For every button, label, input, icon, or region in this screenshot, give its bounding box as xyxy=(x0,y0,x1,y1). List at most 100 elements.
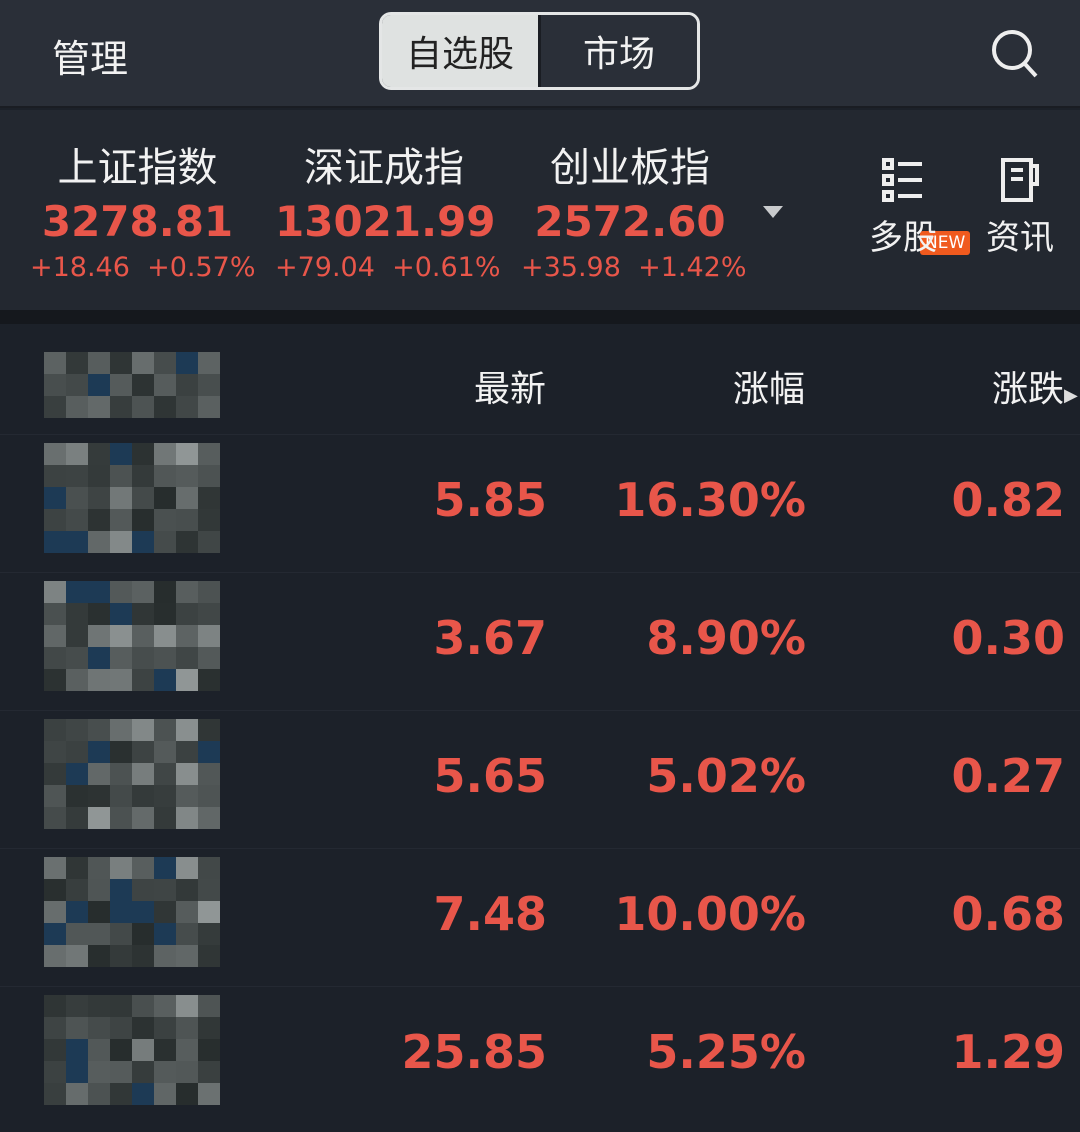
mosaic-cell xyxy=(66,465,88,487)
index-szse[interactable]: 深证成指 13021.99 +79.04 +0.61% xyxy=(275,135,501,283)
mosaic-cell xyxy=(132,487,154,509)
mosaic-cell xyxy=(88,669,110,691)
manage-button[interactable]: 管理 xyxy=(52,37,129,81)
mosaic-cell xyxy=(44,465,66,487)
tool-label: 资讯 xyxy=(986,218,1054,258)
mosaic-cell xyxy=(110,669,132,691)
mosaic-cell xyxy=(154,901,176,923)
mosaic-cell xyxy=(198,945,220,967)
mosaic-cell xyxy=(44,443,66,465)
change-pct: 16.30% xyxy=(614,473,806,527)
mosaic-cell xyxy=(176,374,198,396)
mosaic-cell xyxy=(132,945,154,967)
mosaic-cell xyxy=(88,785,110,807)
mosaic-cell xyxy=(176,647,198,669)
latest-price: 7.48 xyxy=(433,887,548,941)
change-amount: 0.30 xyxy=(951,611,1066,665)
mosaic-cell xyxy=(110,945,132,967)
change-amount: 0.27 xyxy=(951,749,1066,803)
mosaic-cell xyxy=(110,352,132,374)
mosaic-cell xyxy=(110,531,132,553)
mosaic-cell xyxy=(132,603,154,625)
mosaic-cell xyxy=(154,465,176,487)
mosaic-cell xyxy=(88,465,110,487)
mosaic-cell xyxy=(88,741,110,763)
mosaic-cell xyxy=(198,669,220,691)
mosaic-cell xyxy=(132,1061,154,1083)
mosaic-cell xyxy=(44,995,66,1017)
stock-row[interactable]: 3.67 8.90% 0.30 xyxy=(0,572,1080,710)
mosaic-cell xyxy=(88,625,110,647)
mosaic-cell xyxy=(88,603,110,625)
mosaic-cell xyxy=(88,807,110,829)
mosaic-cell xyxy=(44,647,66,669)
mosaic-cell xyxy=(44,763,66,785)
mosaic-cell xyxy=(154,1039,176,1061)
mosaic-cell xyxy=(44,785,66,807)
index-value: 13021.99 xyxy=(275,197,496,246)
pixelated-stock-name xyxy=(44,857,220,967)
search-icon[interactable] xyxy=(990,28,1040,80)
change-amount: 0.68 xyxy=(951,887,1066,941)
mosaic-cell xyxy=(132,879,154,901)
mosaic-cell xyxy=(176,857,198,879)
mosaic-cell xyxy=(88,763,110,785)
mosaic-cell xyxy=(176,443,198,465)
divider xyxy=(0,310,1080,324)
stock-row[interactable]: 25.85 5.25% 1.29 xyxy=(0,986,1080,1124)
mosaic-cell xyxy=(132,857,154,879)
mosaic-cell xyxy=(88,1039,110,1061)
column-change-pct[interactable]: 涨幅 xyxy=(733,369,806,410)
mosaic-cell xyxy=(198,625,220,647)
mosaic-cell xyxy=(198,531,220,553)
mosaic-cell xyxy=(66,1039,88,1061)
mosaic-cell xyxy=(66,509,88,531)
stock-row[interactable]: 5.65 5.02% 0.27 xyxy=(0,710,1080,848)
index-change: +18.46 +0.57% xyxy=(30,252,256,283)
mosaic-cell xyxy=(66,741,88,763)
mosaic-cell xyxy=(110,374,132,396)
index-chinext[interactable]: 创业板指 2572.60 +35.98 +1.42% xyxy=(521,135,747,283)
mosaic-cell xyxy=(154,1083,176,1105)
mosaic-cell xyxy=(154,509,176,531)
mosaic-cell xyxy=(110,923,132,945)
mosaic-cell xyxy=(88,487,110,509)
expand-indices-icon[interactable] xyxy=(763,206,783,218)
stock-row[interactable]: 7.48 10.00% 0.68 xyxy=(0,848,1080,986)
mosaic-cell xyxy=(44,1083,66,1105)
mosaic-cell xyxy=(176,396,198,418)
tab-watchlist[interactable]: 自选股 xyxy=(382,15,538,87)
mosaic-cell xyxy=(132,581,154,603)
column-latest[interactable]: 最新 xyxy=(474,369,547,410)
mosaic-cell xyxy=(110,487,132,509)
mosaic-cell xyxy=(110,581,132,603)
mosaic-cell xyxy=(132,625,154,647)
index-bar: 上证指数 3278.81 +18.46 +0.57% 深证成指 13021.99… xyxy=(0,110,1080,310)
mosaic-cell xyxy=(110,625,132,647)
mosaic-cell xyxy=(66,923,88,945)
pixelated-stock-name xyxy=(44,581,220,691)
mosaic-cell xyxy=(110,443,132,465)
mosaic-cell xyxy=(44,374,66,396)
news-button[interactable]: 资讯 xyxy=(985,158,1055,259)
mosaic-cell xyxy=(154,669,176,691)
index-sse[interactable]: 上证指数 3278.81 +18.46 +0.57% xyxy=(30,135,256,283)
mosaic-cell xyxy=(66,352,88,374)
tab-market[interactable]: 市场 xyxy=(538,15,697,87)
mosaic-cell xyxy=(198,443,220,465)
mosaic-cell xyxy=(154,741,176,763)
mosaic-cell xyxy=(44,581,66,603)
mosaic-cell xyxy=(176,995,198,1017)
mosaic-cell xyxy=(198,719,220,741)
pixelated-stock-name xyxy=(44,719,220,829)
mosaic-cell xyxy=(132,785,154,807)
stock-row[interactable]: 5.85 16.30% 0.82 xyxy=(0,434,1080,572)
mosaic-cell xyxy=(154,625,176,647)
multi-stock-button[interactable]: 多股 xyxy=(868,158,938,259)
mosaic-cell xyxy=(66,603,88,625)
mosaic-cell xyxy=(176,719,198,741)
mosaic-cell xyxy=(132,465,154,487)
mosaic-cell xyxy=(154,879,176,901)
column-change[interactable]: 涨跌▶ xyxy=(992,369,1078,410)
mosaic-cell xyxy=(66,531,88,553)
